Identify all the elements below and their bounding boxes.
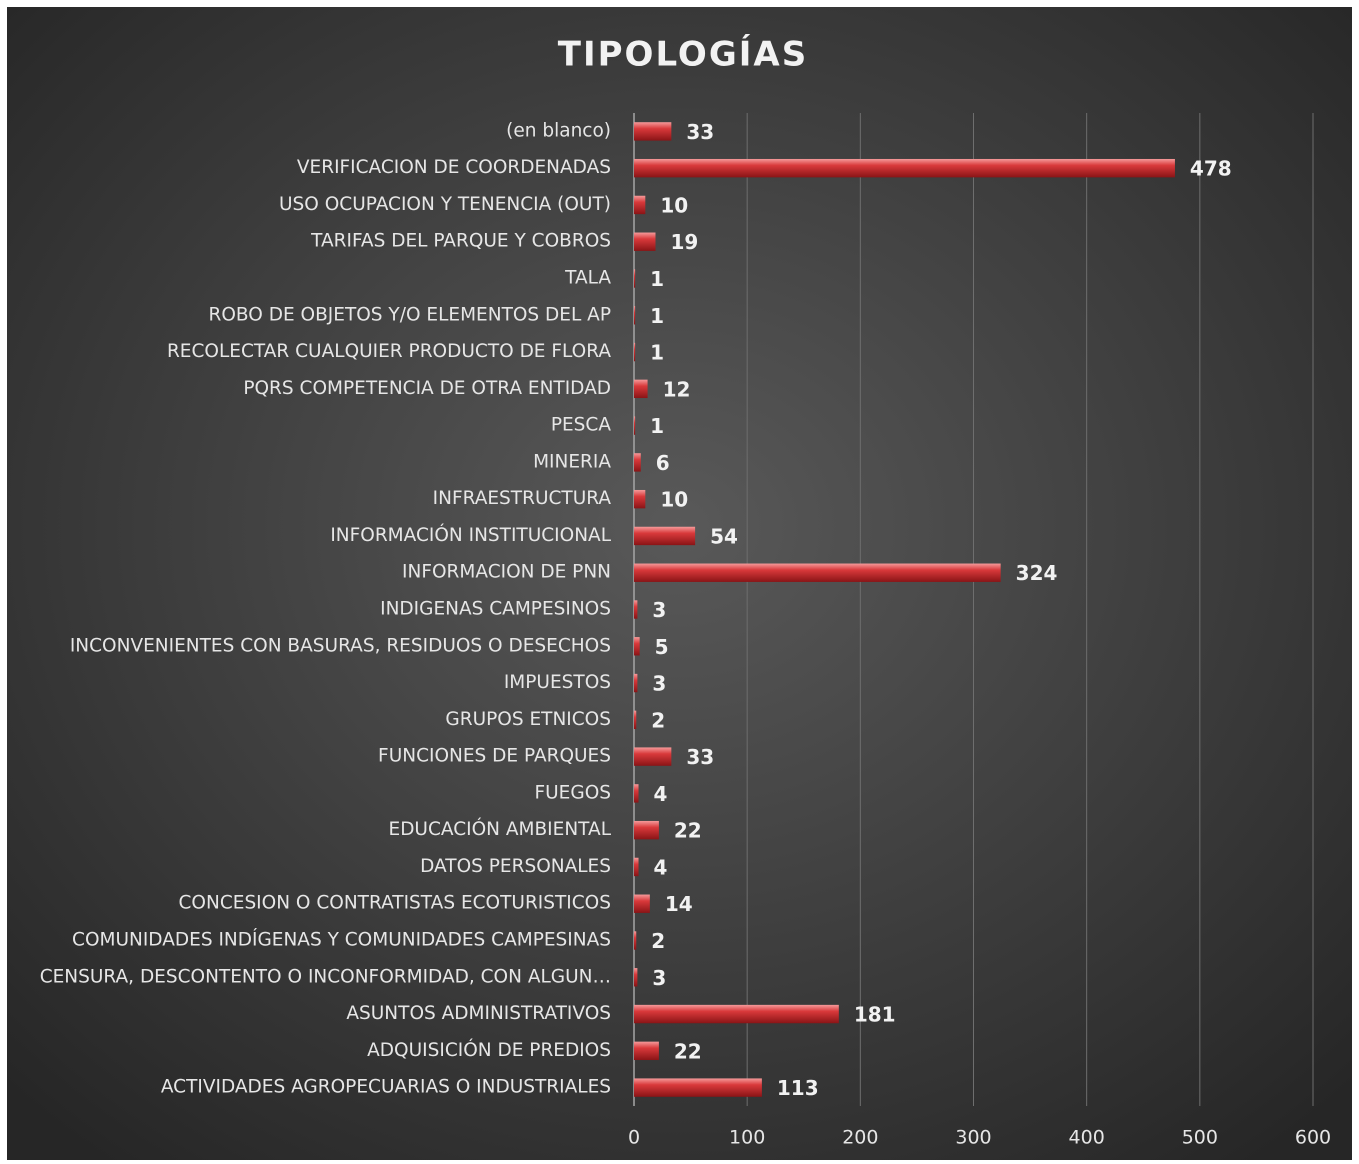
- bar: [634, 1041, 659, 1061]
- bar: [634, 158, 1175, 178]
- x-tick-label: 200: [842, 1127, 878, 1149]
- background: [7, 7, 1352, 1160]
- data-label: 22: [674, 1039, 702, 1063]
- y-tick-label: ACTIVIDADES AGROPECUARIAS O INDUSTRIALES: [161, 1077, 611, 1098]
- y-tick-label: CENSURA, DESCONTENTO O INCONFORMIDAD, CO…: [40, 966, 611, 987]
- y-tick-label: INFRAESTRUCTURA: [433, 488, 612, 509]
- bar: [634, 673, 638, 693]
- data-label: 1: [650, 341, 664, 365]
- data-label: 19: [671, 230, 699, 254]
- data-label: 2: [651, 708, 665, 732]
- y-tick-label: RECOLECTAR CUALQUIER PRODUCTO DE FLORA: [167, 341, 611, 362]
- data-label: 33: [686, 120, 714, 144]
- bar: [634, 637, 640, 656]
- x-tick-label: 500: [1182, 1127, 1218, 1149]
- y-tick-label: FUNCIONES DE PARQUES: [378, 746, 611, 767]
- x-tick-label: 0: [628, 1127, 640, 1149]
- data-label: 113: [777, 1076, 819, 1100]
- bar: [634, 379, 648, 399]
- y-tick-label: VERIFICACION DE COORDENADAS: [297, 157, 611, 178]
- y-tick-label: TARIFAS DEL PARQUE Y COBROS: [310, 231, 611, 252]
- data-label: 33: [686, 745, 714, 769]
- bar: [634, 784, 639, 803]
- bar: [634, 1004, 839, 1024]
- data-label: 3: [652, 598, 666, 622]
- data-label: 10: [660, 488, 688, 512]
- data-label: 181: [854, 1003, 896, 1027]
- y-tick-label: TALA: [564, 268, 611, 289]
- data-label: 14: [665, 892, 693, 916]
- y-tick-label: INCONVENIENTES CON BASURAS, RESIDUOS O D…: [70, 635, 611, 656]
- x-tick-label: 100: [729, 1127, 765, 1149]
- data-label: 324: [1016, 561, 1058, 585]
- bar: [634, 820, 659, 840]
- data-label: 3: [652, 672, 666, 696]
- bar: [634, 600, 638, 619]
- y-tick-label: (en blanco): [506, 120, 611, 141]
- data-label: 54: [710, 524, 738, 548]
- bar: [634, 416, 636, 435]
- bar: [634, 453, 641, 472]
- bar: [634, 269, 636, 288]
- bar: [634, 232, 656, 251]
- data-label: 1: [650, 304, 664, 328]
- y-tick-label: INFORMACION DE PNN: [402, 562, 611, 583]
- bar: [634, 968, 638, 987]
- bar: [634, 489, 646, 509]
- bar: [634, 857, 639, 877]
- y-tick-label: PQRS COMPETENCIA DE OTRA ENTIDAD: [243, 378, 611, 399]
- bar: [634, 526, 696, 546]
- y-tick-label: USO OCUPACION Y TENENCIA (OUT): [279, 194, 611, 215]
- y-tick-label: GRUPOS ETNICOS: [445, 709, 611, 730]
- y-tick-label: IMPUESTOS: [504, 672, 611, 693]
- data-label: 1: [650, 267, 664, 291]
- data-label: 3: [652, 966, 666, 990]
- y-tick-label: INFORMACIÓN INSTITUCIONAL: [330, 524, 611, 546]
- bar: [634, 306, 636, 325]
- y-tick-label: ASUNTOS ADMINISTRATIVOS: [346, 1003, 611, 1024]
- bar: [634, 894, 650, 913]
- bar: [634, 1078, 762, 1097]
- bar: [634, 710, 637, 730]
- y-tick-label: DATOS PERSONALES: [420, 856, 611, 877]
- bar: [634, 342, 636, 362]
- y-tick-label: MINERIA: [533, 451, 611, 472]
- x-tick-label: 600: [1295, 1127, 1331, 1149]
- y-tick-label: FUEGOS: [534, 782, 611, 803]
- data-label: 5: [655, 635, 669, 659]
- data-label: 22: [674, 819, 702, 843]
- x-tick-label: 300: [955, 1127, 991, 1149]
- chart-title: TIPOLOGÍAS: [558, 34, 808, 75]
- bar: [634, 931, 637, 950]
- bar: [634, 563, 1001, 582]
- y-tick-label: ROBO DE OBJETOS Y/O ELEMENTOS DEL AP: [209, 304, 612, 325]
- y-tick-label: INDIGENAS CAMPESINOS: [380, 599, 611, 620]
- data-label: 12: [663, 377, 691, 401]
- data-label: 478: [1190, 157, 1232, 181]
- y-tick-label: COMUNIDADES INDÍGENAS Y COMUNIDADES CAMP…: [72, 929, 611, 951]
- data-label: 2: [651, 929, 665, 953]
- x-tick-label: 400: [1069, 1127, 1105, 1149]
- data-label: 4: [654, 855, 668, 879]
- bar: [634, 747, 672, 766]
- y-tick-label: CONCESION O CONTRATISTAS ECOTURISTICOS: [179, 893, 611, 914]
- y-tick-label: ADQUISICIÓN DE PREDIOS: [367, 1039, 611, 1061]
- data-label: 6: [656, 451, 670, 475]
- y-tick-label: PESCA: [551, 415, 612, 436]
- bar: [634, 122, 672, 141]
- data-label: 4: [654, 782, 668, 806]
- bar: [634, 195, 646, 215]
- data-label: 1: [650, 414, 664, 438]
- y-tick-label: EDUCACIÓN AMBIENTAL: [389, 818, 612, 840]
- data-label: 10: [660, 193, 688, 217]
